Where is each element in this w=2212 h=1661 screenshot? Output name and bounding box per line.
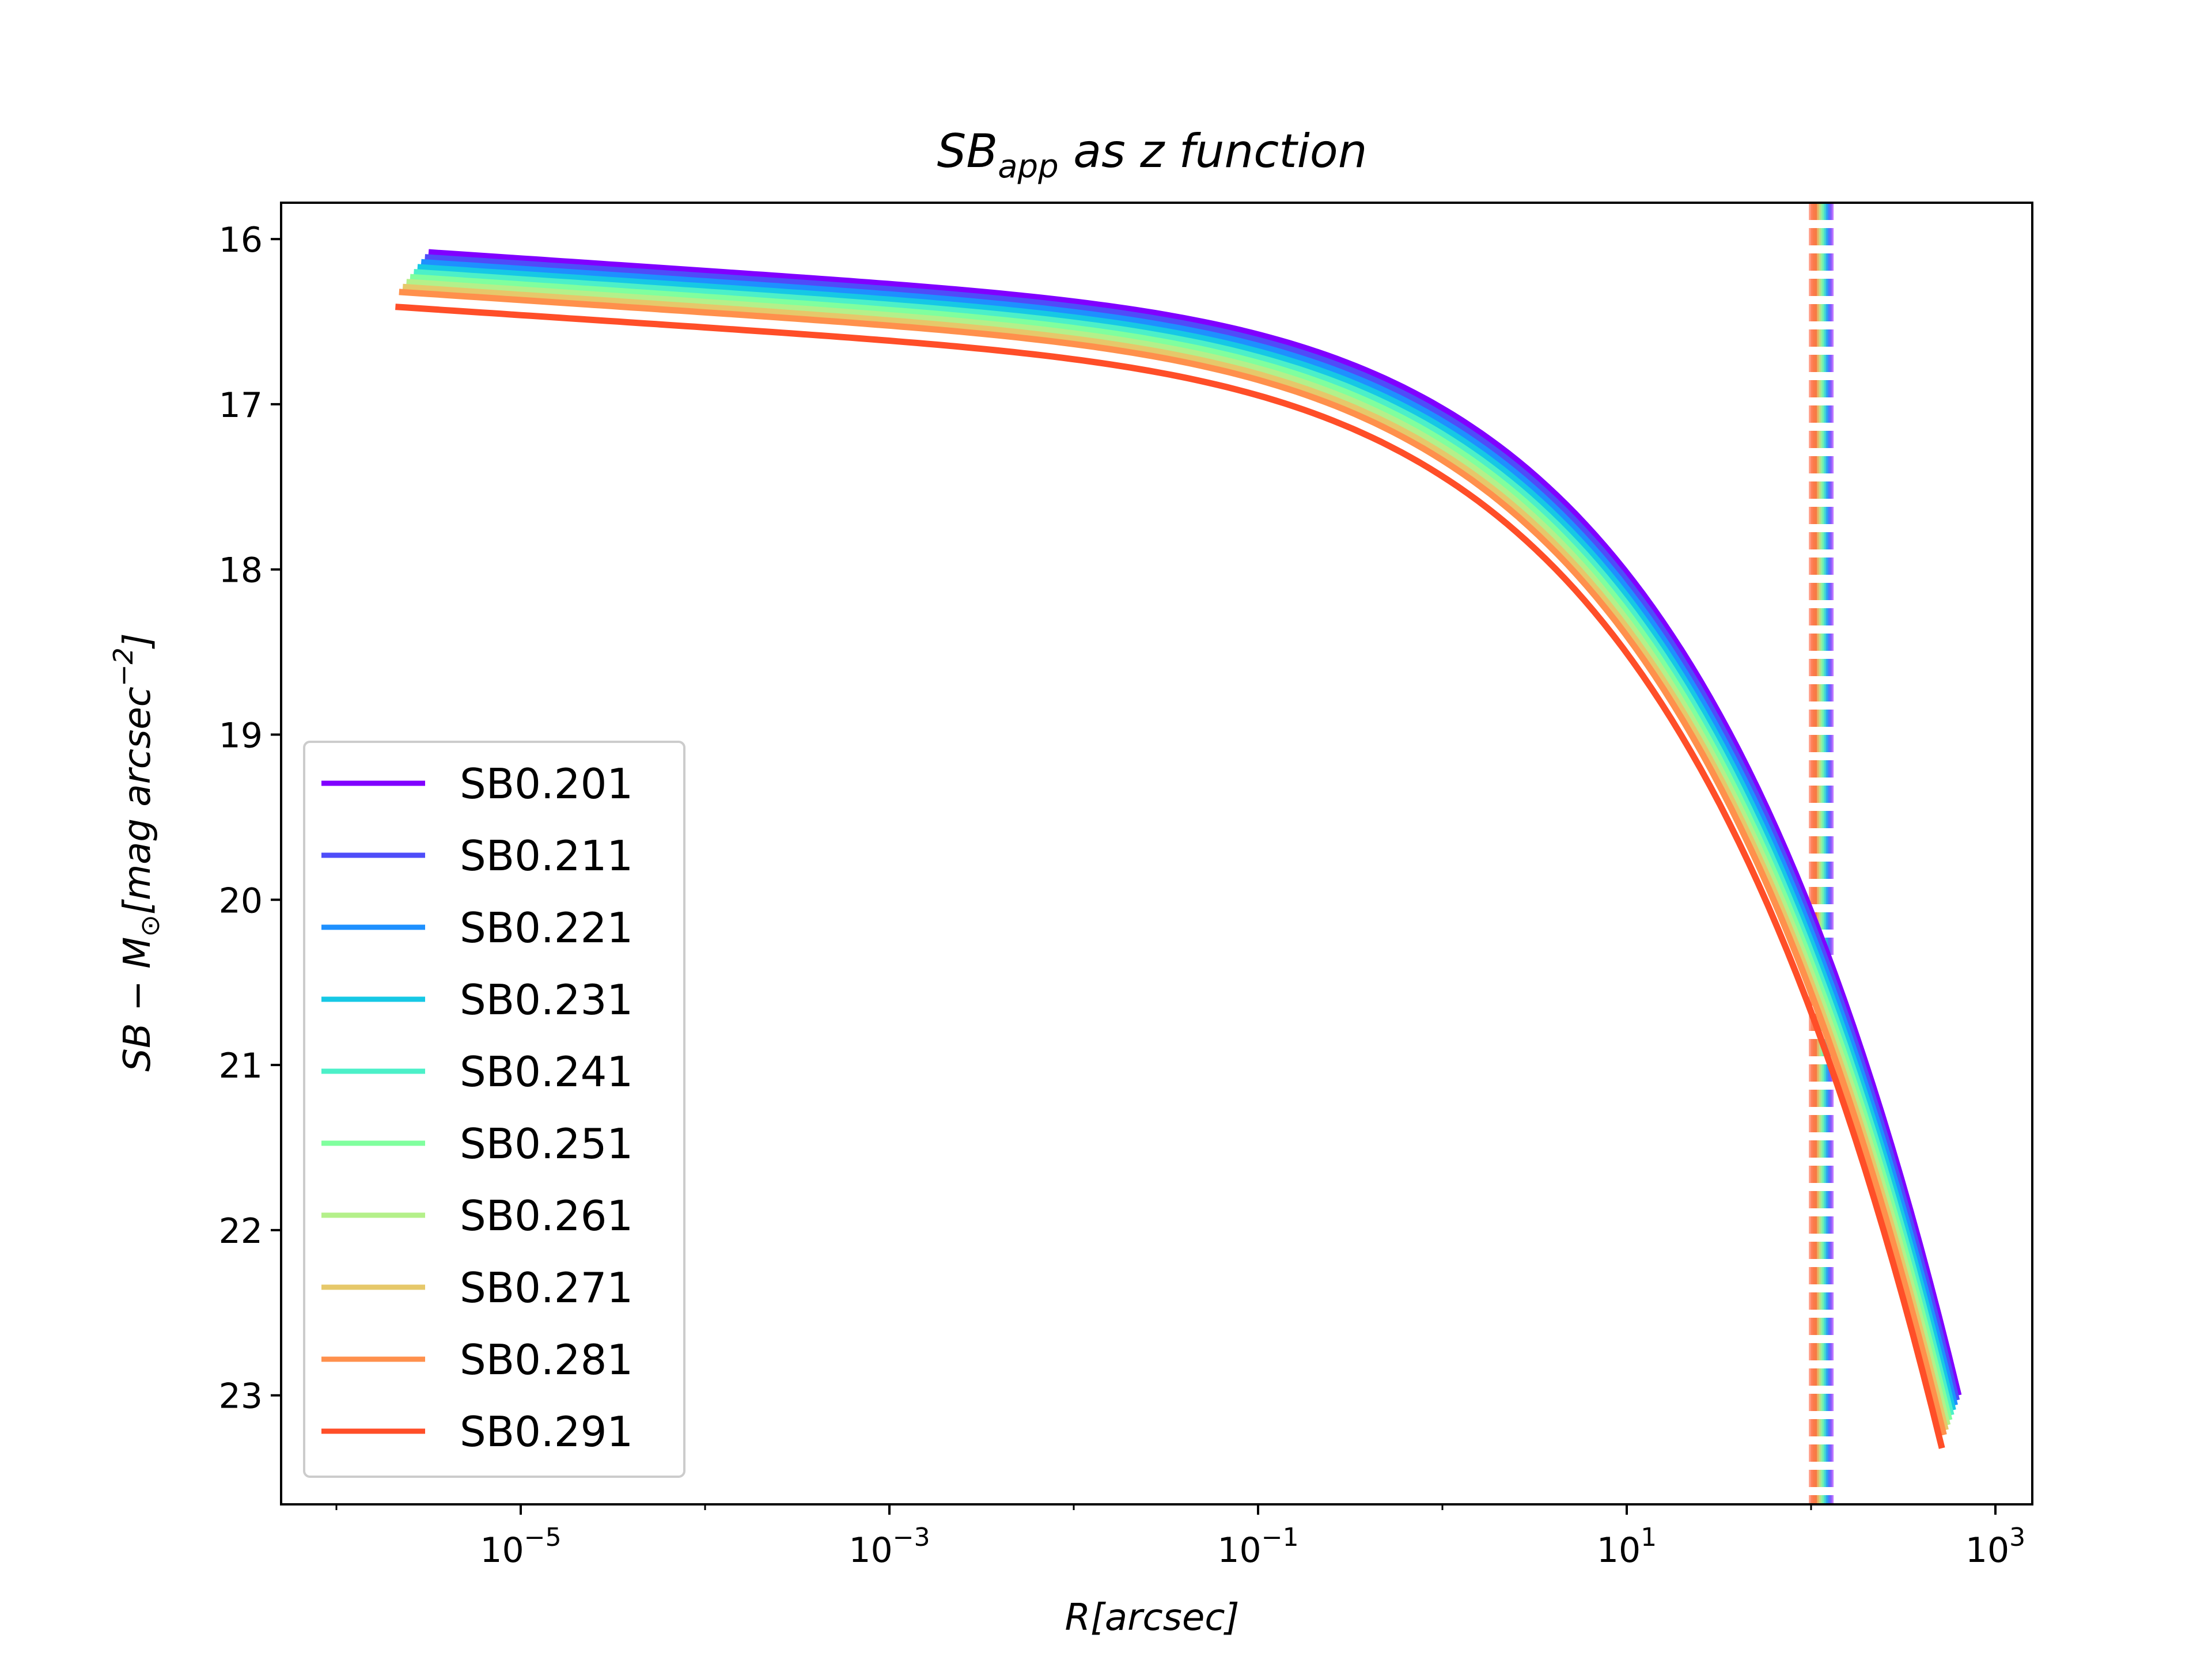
y-axis-label-subscript: ⊙ — [134, 915, 165, 937]
legend-label-SB0.271: SB0.271 — [460, 1264, 633, 1312]
y-axis-label: SB − M⊙[mag arcsec−2] — [108, 633, 165, 1072]
y-axis-label-superscript: −2 — [108, 647, 139, 687]
y-tick-label-1: 17 — [219, 385, 263, 426]
legend-label-SB0.261: SB0.261 — [460, 1192, 633, 1240]
legend-label-SB0.231: SB0.231 — [460, 976, 633, 1024]
x-tick-label-2: 10−1 — [1217, 1523, 1298, 1571]
y-tick-label-5: 21 — [219, 1046, 263, 1086]
legend-label-SB0.241: SB0.241 — [460, 1048, 633, 1096]
chart-title-rest: as z function — [1059, 124, 1368, 178]
chart-title-subscript: app — [998, 148, 1058, 185]
series-line-SB0.281 — [399, 289, 1947, 1436]
series-line-SB0.211 — [425, 254, 1960, 1401]
series-line-SB0.201 — [428, 249, 1962, 1397]
plot-frame — [280, 202, 2033, 1505]
series-line-SB0.221 — [421, 259, 1958, 1406]
legend-label-SB0.211: SB0.211 — [460, 832, 633, 880]
chart-title: SBapp as z function — [937, 124, 1368, 185]
series-line-SB0.251 — [410, 274, 1953, 1421]
legend-label-SB0.281: SB0.281 — [460, 1336, 633, 1384]
y-tick-label-2: 18 — [219, 551, 263, 591]
series-line-SB0.271 — [402, 283, 1949, 1431]
y-tick-label-4: 20 — [219, 881, 263, 921]
series-line-SB0.241 — [414, 269, 1955, 1416]
y-tick-label-3: 19 — [219, 716, 263, 756]
y-axis-label-unit: [mag arcsec — [116, 687, 159, 915]
legend-label-SB0.221: SB0.221 — [460, 904, 633, 952]
y-tick-label-7: 23 — [219, 1376, 263, 1417]
x-tick-label-0: 10−5 — [480, 1523, 561, 1571]
plot-area — [395, 203, 1962, 1504]
series-line-SB0.261 — [406, 279, 1951, 1426]
y-tick-label-0: 16 — [219, 220, 263, 260]
x-tick-label-3: 101 — [1597, 1523, 1657, 1571]
series-line-SB0.291 — [395, 304, 1945, 1449]
series-line-SB0.231 — [417, 264, 1956, 1411]
legend-label-SB0.201: SB0.201 — [460, 760, 633, 808]
x-axis-label: R[arcsec] — [1065, 1596, 1239, 1639]
axes: 10−5 10−3 10−1 101 103 16 17 18 19 20 21 22 23 — [219, 202, 2033, 1571]
legend-label-SB0.291: SB0.291 — [460, 1408, 633, 1456]
x-tick-label-4: 103 — [1965, 1523, 2025, 1571]
x-tick-label-1: 10−3 — [849, 1523, 930, 1571]
legend-label-SB0.251: SB0.251 — [460, 1120, 633, 1168]
legend: SB0.201 SB0.211 SB0.221 SB0.231 SB0.241 SB0.2… — [303, 741, 685, 1478]
y-tick-label-6: 22 — [219, 1211, 263, 1252]
y-axis-label-close: ] — [116, 633, 159, 649]
